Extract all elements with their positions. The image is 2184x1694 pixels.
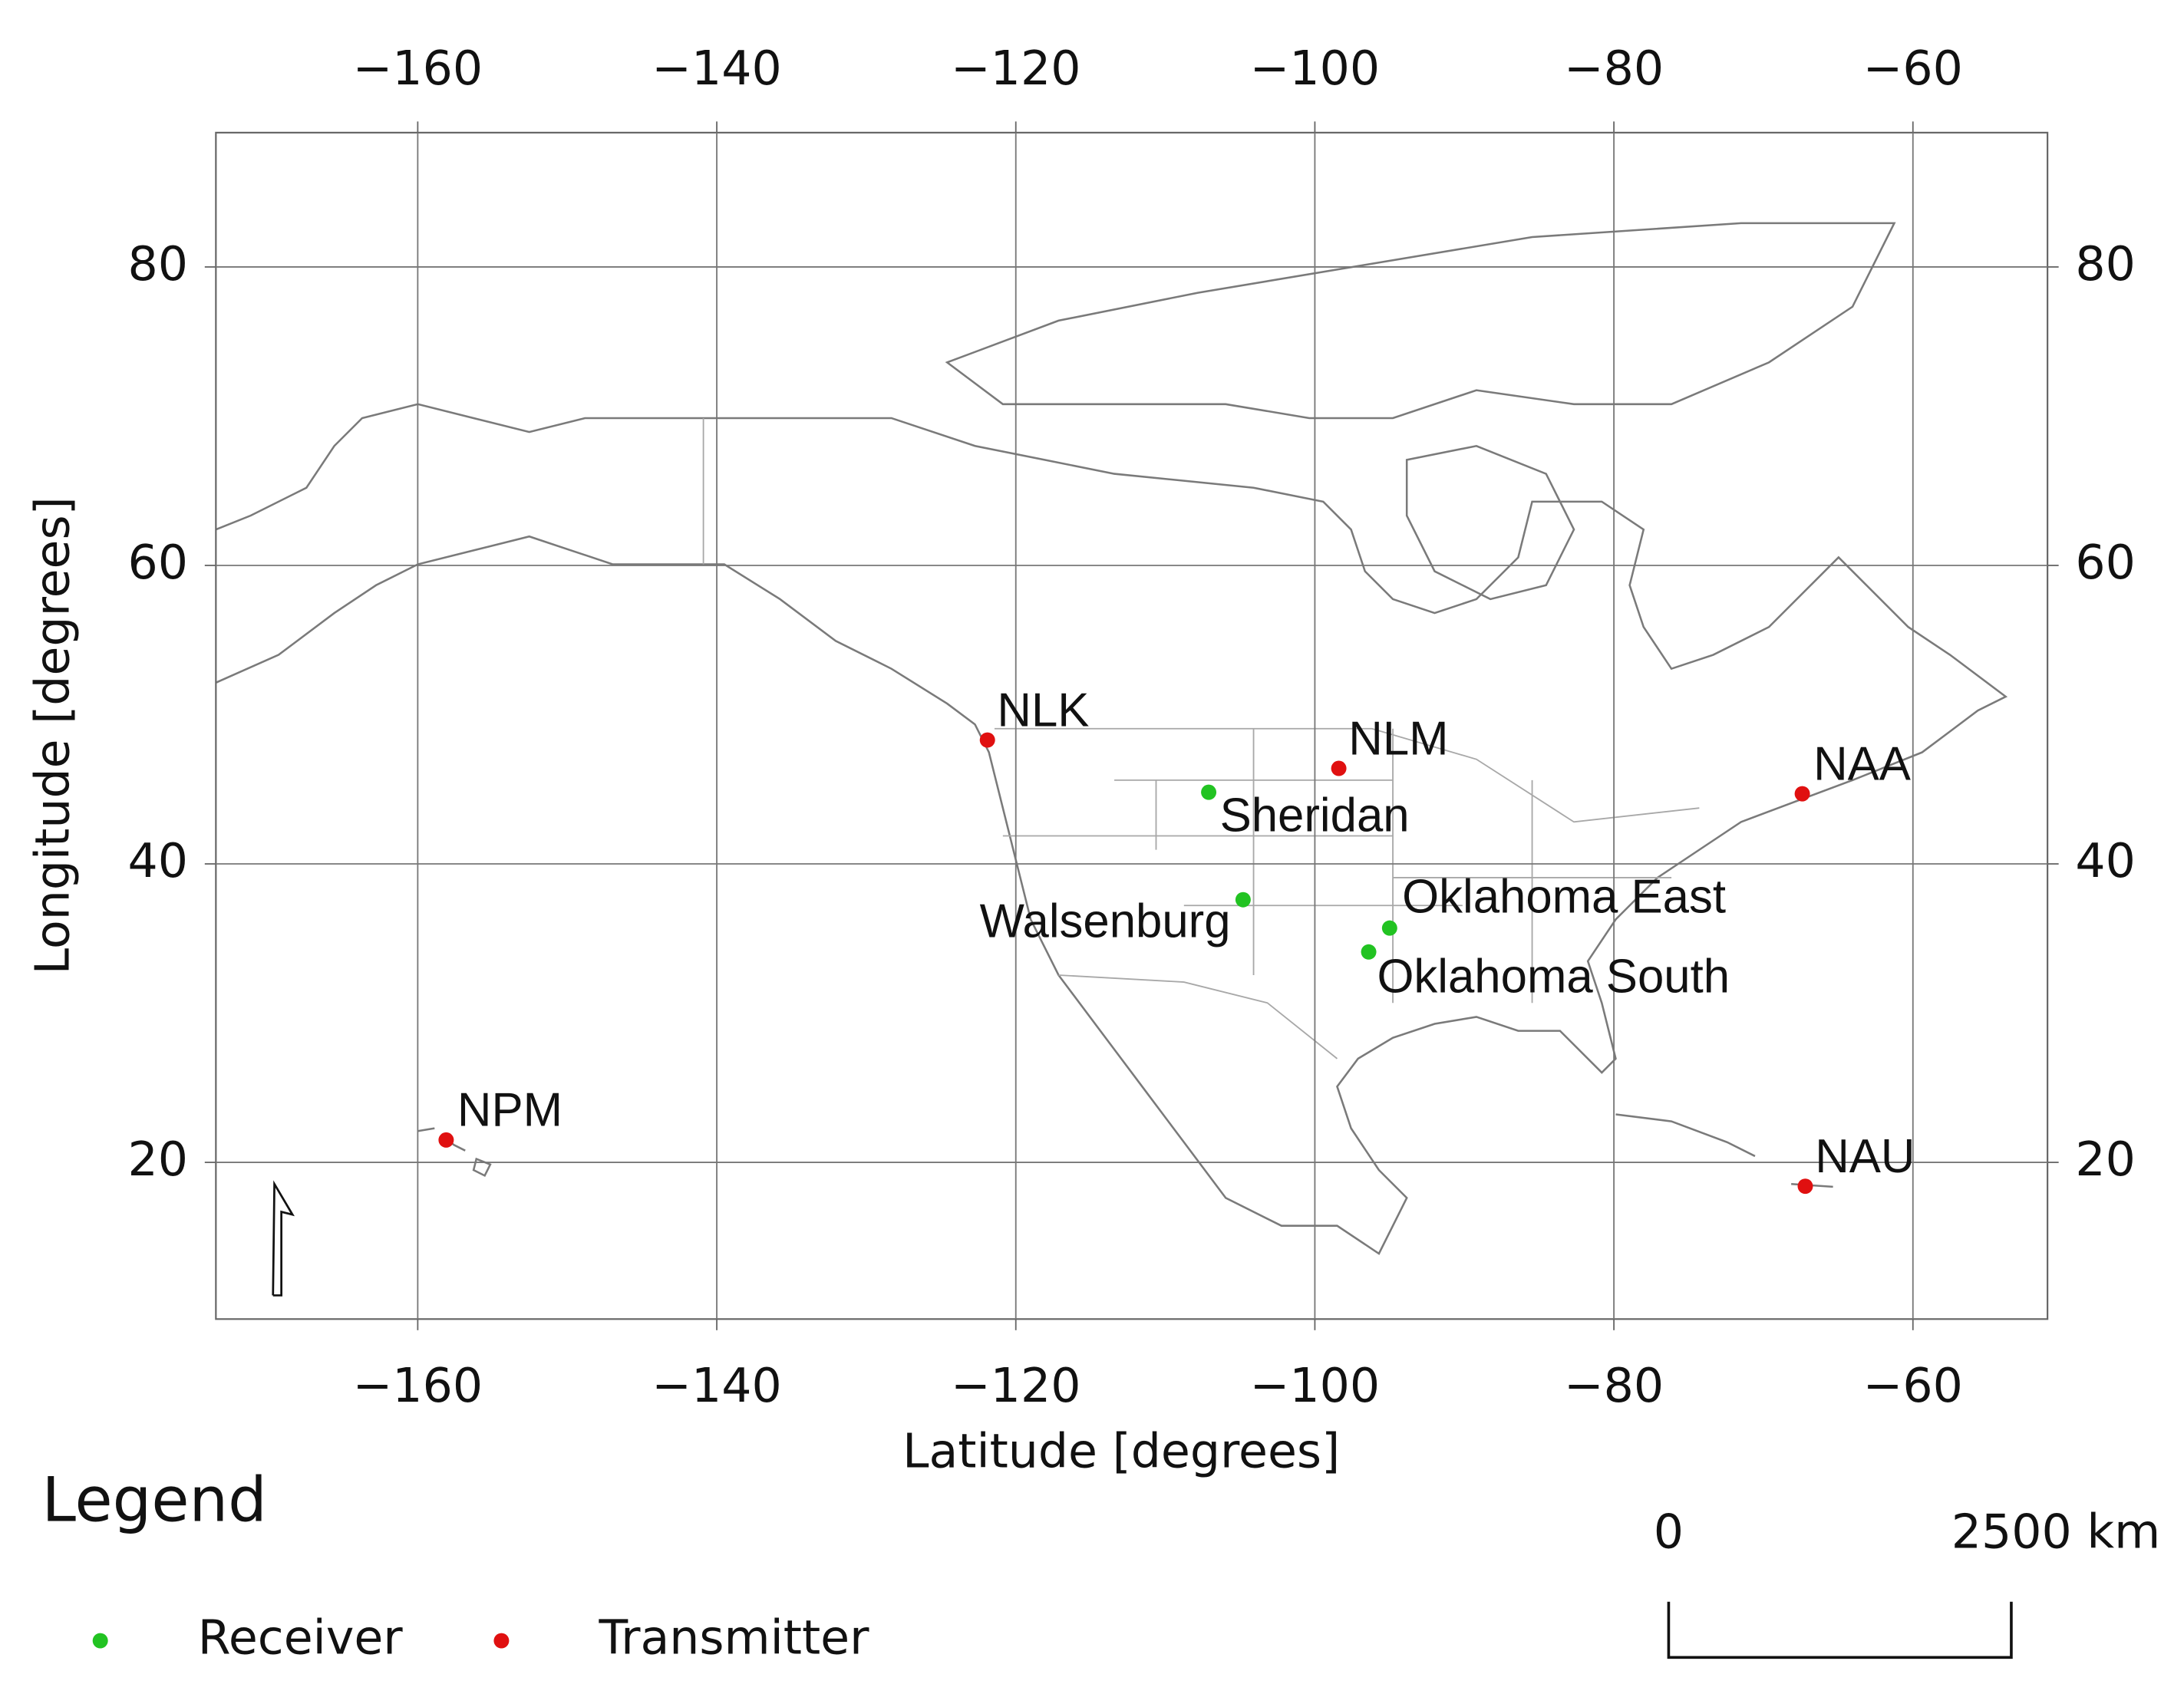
hudson-bay xyxy=(1405,444,1575,601)
y-tick-label: 80 xyxy=(128,236,189,292)
station-label: NLK xyxy=(997,684,1089,737)
station xyxy=(979,732,995,748)
legend-label: Receiver xyxy=(198,1610,404,1666)
y-axis-label: Longitude [degrees] xyxy=(25,496,81,974)
station xyxy=(438,1132,454,1148)
scale-label: 0 xyxy=(1654,1504,1684,1560)
station-label: Oklahoma East xyxy=(1402,871,1726,924)
y-tick-label: 40 xyxy=(2075,833,2136,888)
scale-line xyxy=(1667,1601,2013,1659)
caribbean xyxy=(1615,1113,1833,1188)
legend: Receiver Transmitter xyxy=(92,1610,869,1666)
x-tick-label: −120 xyxy=(951,41,1080,96)
borders xyxy=(702,417,1700,1060)
x-tick-label: −140 xyxy=(652,41,781,96)
station-label: NPM xyxy=(457,1084,562,1137)
x-tick-label: −60 xyxy=(1863,1358,1963,1413)
y-tick-label: 60 xyxy=(2075,535,2136,590)
y-tick-label: 80 xyxy=(2075,236,2136,292)
station-label: Oklahoma South xyxy=(1377,950,1730,1003)
station-label: NAA xyxy=(1813,737,1912,790)
station xyxy=(1381,920,1397,936)
station xyxy=(1235,891,1251,908)
plot-frame xyxy=(215,131,2049,1320)
x-axis-label: Latitude [degrees] xyxy=(902,1423,1340,1478)
legend-marker xyxy=(493,1633,510,1649)
station xyxy=(1201,784,1217,800)
north-arrow xyxy=(272,1180,295,1297)
y-tick-label: 20 xyxy=(2075,1132,2136,1187)
station-label: Sheridan xyxy=(1220,789,1410,842)
station-label: Walsenburg xyxy=(980,895,1231,948)
x-tick-label: −100 xyxy=(1250,1358,1380,1413)
station-label: NAU xyxy=(1815,1130,1915,1183)
x-tick-label: −60 xyxy=(1863,41,1963,96)
x-tick-label: −160 xyxy=(353,41,483,96)
station xyxy=(1794,786,1810,802)
legend-label: Transmitter xyxy=(598,1610,869,1666)
points: Sheridan Walsenburg Oklahoma East Oklahoma … xyxy=(438,684,1915,1195)
legend-title: Legend xyxy=(41,1465,266,1536)
scale-label: 2500 km xyxy=(1951,1504,2160,1560)
x-tick-label: −120 xyxy=(951,1358,1080,1413)
x-tick-label: −80 xyxy=(1564,41,1664,96)
x-tick-label: −160 xyxy=(353,1358,483,1413)
x-tick-label: −100 xyxy=(1250,41,1380,96)
scale-bar: 0 2500 km xyxy=(1654,1504,2160,1659)
y-tick-label: 20 xyxy=(128,1132,189,1187)
x-tick-label: −80 xyxy=(1564,1358,1664,1413)
station xyxy=(1331,760,1347,776)
y-tick-label: 40 xyxy=(128,833,189,888)
x-tick-label: −140 xyxy=(652,1358,781,1413)
coastline xyxy=(215,403,2008,1255)
station-label: NLM xyxy=(1348,712,1448,765)
station xyxy=(1797,1178,1813,1195)
legend-marker xyxy=(92,1633,108,1649)
grid: −160 −160 −140 −140 −120 −120 −100 −100 −80 −80 −6… xyxy=(128,41,2136,1413)
arctic-islands xyxy=(945,222,1896,420)
y-tick-label: 60 xyxy=(128,535,189,590)
station xyxy=(1361,944,1377,960)
